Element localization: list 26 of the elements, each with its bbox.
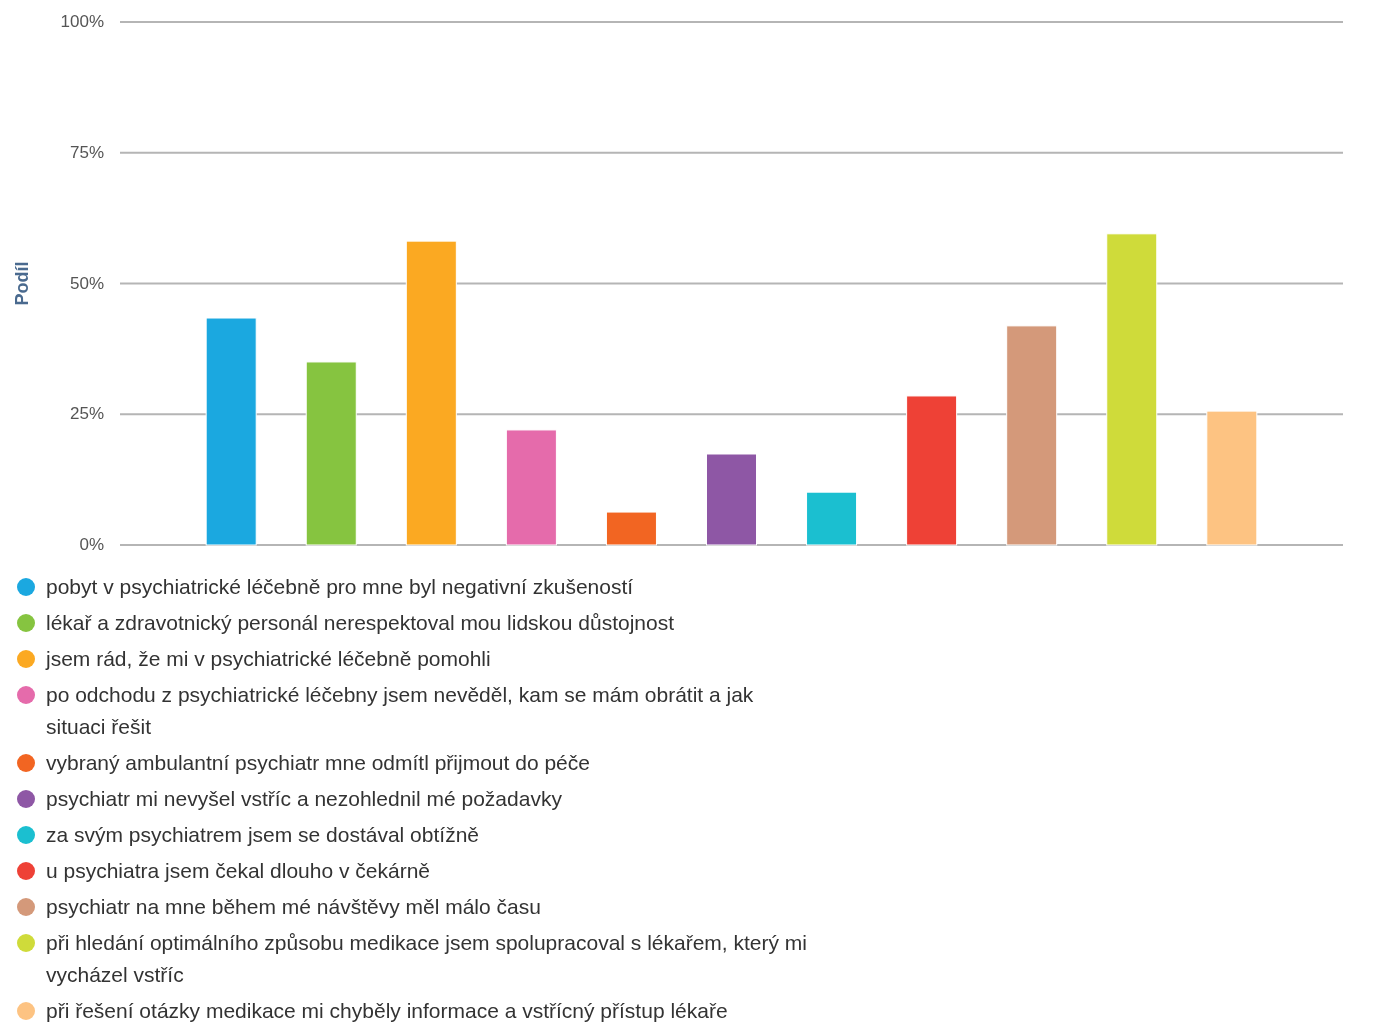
legend-label: za svým psychiatrem jsem se dostával obtížně bbox=[46, 823, 480, 846]
y-tick-label: 0% bbox=[79, 535, 104, 554]
bar bbox=[1106, 233, 1158, 546]
legend-label: pobyt v psychiatrické léčebně pro mne byl negativní zkušeností bbox=[46, 575, 634, 598]
legend-label: jsem rád, že mi v psychiatrické léčebně pomohli bbox=[45, 647, 491, 670]
bar bbox=[505, 429, 557, 546]
legend-label: psychiatr mi nevyšel vstříc a nezohlednil mé požadavky bbox=[46, 787, 563, 810]
y-tick-label: 50% bbox=[69, 273, 104, 293]
bar bbox=[1206, 410, 1258, 546]
legend-label: vybraný ambulantní psychiatr mne odmítl přijmout do péče bbox=[46, 751, 590, 774]
legend-label: psychiatr na mne během mé návštěvy měl málo času bbox=[46, 895, 541, 918]
y-tick-label: 100% bbox=[60, 12, 104, 31]
bar bbox=[305, 361, 357, 546]
bar bbox=[906, 395, 958, 546]
bar bbox=[405, 240, 457, 546]
bar bbox=[605, 511, 657, 546]
legend-label: u psychiatra jsem čekal dlouho v čekárně bbox=[46, 859, 431, 882]
bar bbox=[1006, 325, 1058, 546]
y-tick-label: 25% bbox=[69, 404, 104, 424]
bar bbox=[705, 453, 758, 546]
y-tick-label: 75% bbox=[69, 142, 104, 162]
bar bbox=[205, 317, 257, 546]
bar bbox=[806, 491, 858, 546]
y-axis-title: Podíl bbox=[12, 261, 32, 306]
legend-label: při řešení otázky medikace mi chyběly informace a vstřícný přístup lékaře bbox=[46, 999, 728, 1022]
legend-label: lékař a zdravotnický personál nerespektoval mou lidskou důstojnost bbox=[46, 611, 675, 634]
